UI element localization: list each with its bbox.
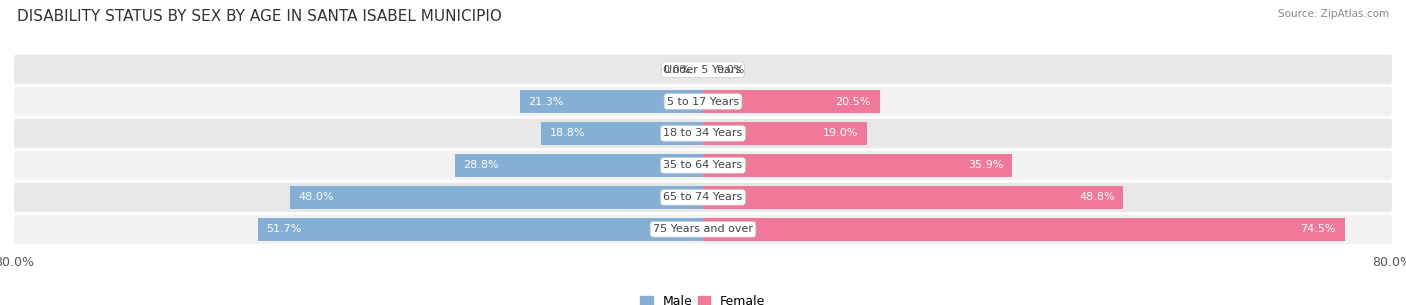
FancyBboxPatch shape xyxy=(14,183,1392,212)
Text: 21.3%: 21.3% xyxy=(529,96,564,106)
Text: Source: ZipAtlas.com: Source: ZipAtlas.com xyxy=(1278,9,1389,19)
Text: 18.8%: 18.8% xyxy=(550,128,585,138)
Text: 35 to 64 Years: 35 to 64 Years xyxy=(664,160,742,170)
Bar xyxy=(257,218,703,241)
Text: 48.0%: 48.0% xyxy=(298,192,333,203)
Text: 35.9%: 35.9% xyxy=(969,160,1004,170)
Bar xyxy=(703,90,880,113)
Bar xyxy=(703,186,1123,209)
Text: DISABILITY STATUS BY SEX BY AGE IN SANTA ISABEL MUNICIPIO: DISABILITY STATUS BY SEX BY AGE IN SANTA… xyxy=(17,9,502,24)
Text: 75 Years and over: 75 Years and over xyxy=(652,224,754,234)
Legend: Male, Female: Male, Female xyxy=(641,295,765,305)
Text: 5 to 17 Years: 5 to 17 Years xyxy=(666,96,740,106)
FancyBboxPatch shape xyxy=(14,215,1392,244)
FancyBboxPatch shape xyxy=(14,55,1392,84)
FancyBboxPatch shape xyxy=(14,119,1392,148)
Bar xyxy=(520,90,703,113)
Bar xyxy=(703,154,1012,177)
FancyBboxPatch shape xyxy=(14,87,1392,116)
Bar xyxy=(541,122,703,145)
FancyBboxPatch shape xyxy=(14,151,1392,180)
Text: 74.5%: 74.5% xyxy=(1301,224,1336,234)
Bar xyxy=(703,122,866,145)
Text: 65 to 74 Years: 65 to 74 Years xyxy=(664,192,742,203)
Bar xyxy=(456,154,703,177)
Bar xyxy=(703,218,1344,241)
Text: 0.0%: 0.0% xyxy=(716,65,744,74)
Text: 28.8%: 28.8% xyxy=(464,160,499,170)
Text: 18 to 34 Years: 18 to 34 Years xyxy=(664,128,742,138)
Text: 19.0%: 19.0% xyxy=(823,128,858,138)
Text: 51.7%: 51.7% xyxy=(266,224,302,234)
Text: 0.0%: 0.0% xyxy=(662,65,690,74)
Text: 48.8%: 48.8% xyxy=(1078,192,1115,203)
Text: Under 5 Years: Under 5 Years xyxy=(665,65,741,74)
Bar xyxy=(290,186,703,209)
Text: 20.5%: 20.5% xyxy=(835,96,870,106)
